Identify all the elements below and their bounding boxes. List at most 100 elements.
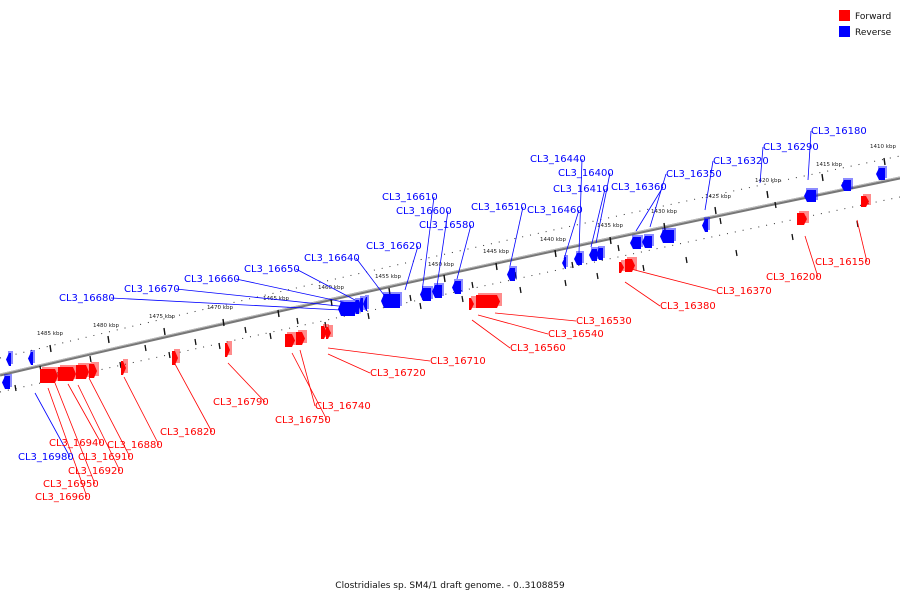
scale-tick-mark <box>766 190 769 199</box>
gene-label-cl3-16940[interactable]: CL3_16940 <box>49 438 105 449</box>
leader-cl3-16750 <box>291 352 328 421</box>
reverse-track <box>0 155 900 359</box>
scale-tick-label: 1435 kbp <box>597 223 623 229</box>
leader-cl3-16820 <box>174 363 213 433</box>
gene-glyph-cl3-16580 <box>452 279 463 294</box>
scale-tick-label: 1445 kbp <box>483 249 509 255</box>
gene-label-cl3-16540[interactable]: CL3_16540 <box>548 329 604 340</box>
scale-tick-label: 1485 kbp <box>37 331 63 337</box>
scale-tick-mark <box>883 157 886 166</box>
scale-tick-label: 1440 kbp <box>540 237 566 243</box>
leader-cl3-16940 <box>67 383 102 444</box>
gene-label-cl3-16600[interactable]: CL3_16600 <box>396 206 452 217</box>
minor-tick <box>218 342 221 350</box>
leader-cl3-16540 <box>477 314 549 335</box>
gene-label-cl3-16960[interactable]: CL3_16960 <box>35 492 91 503</box>
gene-label-cl3-16580[interactable]: CL3_16580 <box>419 220 475 231</box>
minor-tick <box>719 217 722 225</box>
leader-cl3-16530 <box>494 312 577 322</box>
gene-glyph-cl3-16180 <box>804 188 818 202</box>
gene-glyph-cl3-16710-1 <box>326 325 333 339</box>
label-leaders <box>34 130 868 498</box>
leader-cl3-16360 <box>635 186 664 232</box>
scale-tick-label: 1465 kbp <box>263 296 289 302</box>
gene-label-cl3-16790[interactable]: CL3_16790 <box>213 397 269 408</box>
gene-label-cl3-16720[interactable]: CL3_16720 <box>370 368 426 379</box>
gene-label-cl3-16980[interactable]: CL3_16980 <box>18 452 74 463</box>
gene-glyph-cl3-16980 <box>2 374 12 389</box>
gene-glyph-cl3-16640 <box>338 300 357 316</box>
gene-label-cl3-16150[interactable]: CL3_16150 <box>815 257 871 268</box>
minor-tick <box>194 338 197 346</box>
leader-cl3-16180 <box>807 130 812 181</box>
gene-label-cl3-16440[interactable]: CL3_16440 <box>530 154 586 165</box>
gene-label-cl3-16410[interactable]: CL3_16410 <box>553 184 609 195</box>
leader-cl3-16400 <box>595 172 611 244</box>
gene-label-cl3-16670[interactable]: CL3_16670 <box>124 284 180 295</box>
minor-tick <box>324 321 327 329</box>
gene-glyph-cl3-16370 <box>625 257 637 272</box>
gene-glyph-cl3-16370-1 <box>619 260 626 273</box>
gene-label-cl3-16620[interactable]: CL3_16620 <box>366 241 422 252</box>
gene-label-cl3-16510[interactable]: CL3_16510 <box>471 202 527 213</box>
gene-label-cl3-16290[interactable]: CL3_16290 <box>763 142 819 153</box>
minor-tick <box>791 233 794 241</box>
gene-glyph-cl3-16360 <box>630 235 643 249</box>
scale-tick-label: 1410 kbp <box>870 144 896 150</box>
scale-ticks: 1410 kbp 1415 kbp 1420 kbp 1425 kbp 1430 kbp… <box>14 144 896 392</box>
scale-tick-label: 1475 kbp <box>149 314 175 320</box>
gene-glyph-cl3-16460 <box>562 255 568 269</box>
leader-cl3-16640 <box>355 257 385 296</box>
gene-label-cl3-16880[interactable]: CL3_16880 <box>107 440 163 451</box>
scale-tick-mark <box>222 318 225 327</box>
scale-tick-label: 1460 kbp <box>318 285 344 291</box>
genome-backbone-highlight <box>0 176 900 375</box>
gene-label-cl3-16180[interactable]: CL3_16180 <box>811 126 867 137</box>
gene-label-cl3-16740[interactable]: CL3_16740 <box>315 401 371 412</box>
gene-glyph-cl3-16600 <box>432 283 444 298</box>
gene-glyph-cl3-16940 <box>58 365 78 381</box>
gene-label-cl3-16710[interactable]: CL3_16710 <box>430 356 486 367</box>
gene-label-cl3-16400[interactable]: CL3_16400 <box>558 168 614 179</box>
scale-tick-label: 1455 kbp <box>375 274 401 280</box>
gene-label-cl3-16200[interactable]: CL3_16200 <box>766 272 822 283</box>
gene-label-cl3-16920[interactable]: CL3_16920 <box>68 466 124 477</box>
minor-tick <box>685 256 688 264</box>
minor-tick <box>168 351 171 359</box>
gene-label-cl3-16560[interactable]: CL3_16560 <box>510 343 566 354</box>
leader-cl3-16580 <box>456 224 472 280</box>
gene-label-cl3-16950[interactable]: CL3_16950 <box>43 479 99 490</box>
gene-glyph-cl3-16510 <box>507 266 517 281</box>
leader-cl3-16710 <box>327 347 431 362</box>
gene-label-cl3-16910[interactable]: CL3_16910 <box>78 452 134 463</box>
gene-label-cl3-16320[interactable]: CL3_16320 <box>713 156 769 167</box>
minor-tick <box>571 261 574 269</box>
gene-glyph-cl3-16180-1 <box>841 178 853 191</box>
minor-tick <box>244 326 247 334</box>
gene-label-cl3-16460[interactable]: CL3_16460 <box>527 205 583 216</box>
minor-tick <box>596 272 599 280</box>
gene-label-cl3-16350[interactable]: CL3_16350 <box>666 169 722 180</box>
gene-glyph-cl3-16950 <box>40 367 60 383</box>
minor-tick <box>89 355 92 363</box>
minor-tick <box>269 332 272 340</box>
gene-label-cl3-16640[interactable]: CL3_16640 <box>304 253 360 264</box>
gene-label-cl3-16360[interactable]: CL3_16360 <box>611 182 667 193</box>
gene-label-cl3-16380[interactable]: CL3_16380 <box>660 301 716 312</box>
gene-label-cl3-16820[interactable]: CL3_16820 <box>160 427 216 438</box>
leader-cl3-16920 <box>77 384 121 472</box>
gene-label-cl3-16750[interactable]: CL3_16750 <box>275 415 331 426</box>
gene-label-cl3-16650[interactable]: CL3_16650 <box>244 264 300 275</box>
gene-label-cl3-16610[interactable]: CL3_16610 <box>382 192 438 203</box>
gene-label-cl3-16530[interactable]: CL3_16530 <box>576 316 632 327</box>
gene-label-cl3-16660[interactable]: CL3_16660 <box>184 274 240 285</box>
leader-cl3-16200 <box>804 235 819 278</box>
legend: Forward Reverse <box>839 10 892 38</box>
scale-tick-mark <box>330 298 333 307</box>
gene-label-cl3-16680[interactable]: CL3_16680 <box>59 293 115 304</box>
minor-tick <box>471 281 474 289</box>
leader-cl3-16560 <box>471 319 511 349</box>
leader-cl3-16980 <box>34 392 71 458</box>
gene-label-cl3-16370[interactable]: CL3_16370 <box>716 286 772 297</box>
